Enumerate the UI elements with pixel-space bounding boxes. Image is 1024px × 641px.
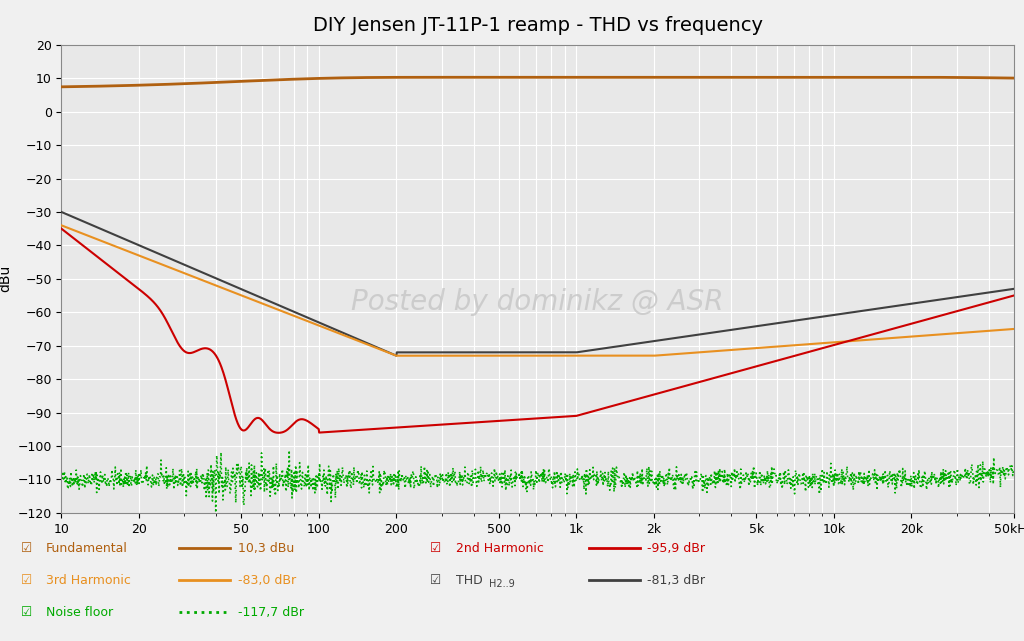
Text: ☑: ☑ — [20, 574, 32, 587]
Text: ☑: ☑ — [430, 574, 441, 587]
Title: DIY Jensen JT-11P-1 reamp - THD vs frequency: DIY Jensen JT-11P-1 reamp - THD vs frequ… — [312, 16, 763, 35]
Text: ☑: ☑ — [20, 542, 32, 554]
Text: -83,0 dBr: -83,0 dBr — [238, 574, 296, 587]
Text: 10,3 dBu: 10,3 dBu — [238, 542, 294, 554]
Text: -81,3 dBr: -81,3 dBr — [647, 574, 706, 587]
Text: Fundamental: Fundamental — [46, 542, 128, 554]
Y-axis label: dBu: dBu — [0, 265, 12, 292]
Text: H2..9: H2..9 — [489, 579, 515, 589]
Text: 2nd Harmonic: 2nd Harmonic — [456, 542, 544, 554]
Text: THD: THD — [456, 574, 482, 587]
Text: Posted by dominikz @ ASR: Posted by dominikz @ ASR — [351, 288, 724, 316]
Text: 3rd Harmonic: 3rd Harmonic — [46, 574, 131, 587]
Text: -95,9 dBr: -95,9 dBr — [647, 542, 706, 554]
Text: Noise floor: Noise floor — [46, 606, 114, 619]
Text: -117,7 dBr: -117,7 dBr — [238, 606, 303, 619]
Text: ☑: ☑ — [430, 542, 441, 554]
Text: ☑: ☑ — [20, 606, 32, 619]
